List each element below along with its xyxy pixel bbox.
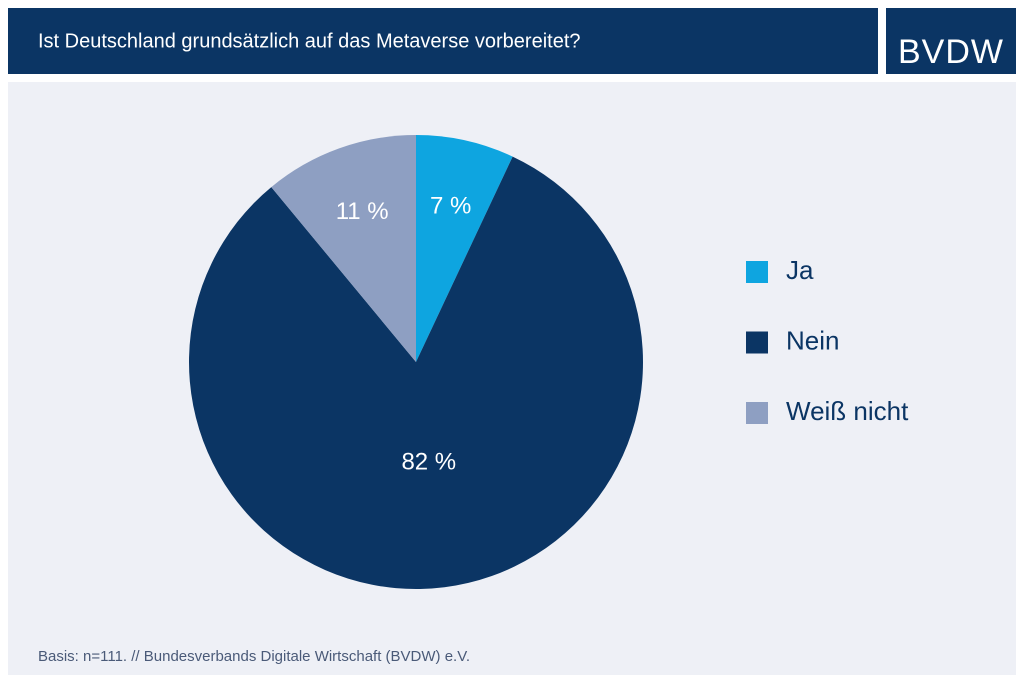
- pie-slice: [416, 135, 513, 362]
- logo: BVDW: [898, 33, 1004, 71]
- legend-swatch: [746, 261, 768, 283]
- legend-label: Ja: [786, 255, 814, 285]
- legend-swatch: [746, 331, 768, 354]
- pie-slice: [189, 156, 644, 589]
- legend-label: Nein: [786, 325, 839, 355]
- data-label: 7 %: [430, 192, 471, 219]
- legend-swatch: [746, 402, 768, 424]
- logo-box: [886, 8, 1016, 74]
- source-note: Basis: n=111. // Bundesverbands Digitale…: [38, 648, 470, 665]
- data-label: 11 %: [336, 198, 389, 225]
- chart-title: Ist Deutschland grundsätzlich auf das Me…: [38, 30, 581, 52]
- data-label: 82 %: [401, 449, 456, 476]
- header-bar: [8, 8, 878, 74]
- legend-label: Weiß nicht: [786, 396, 909, 426]
- pie-slice: [271, 135, 416, 362]
